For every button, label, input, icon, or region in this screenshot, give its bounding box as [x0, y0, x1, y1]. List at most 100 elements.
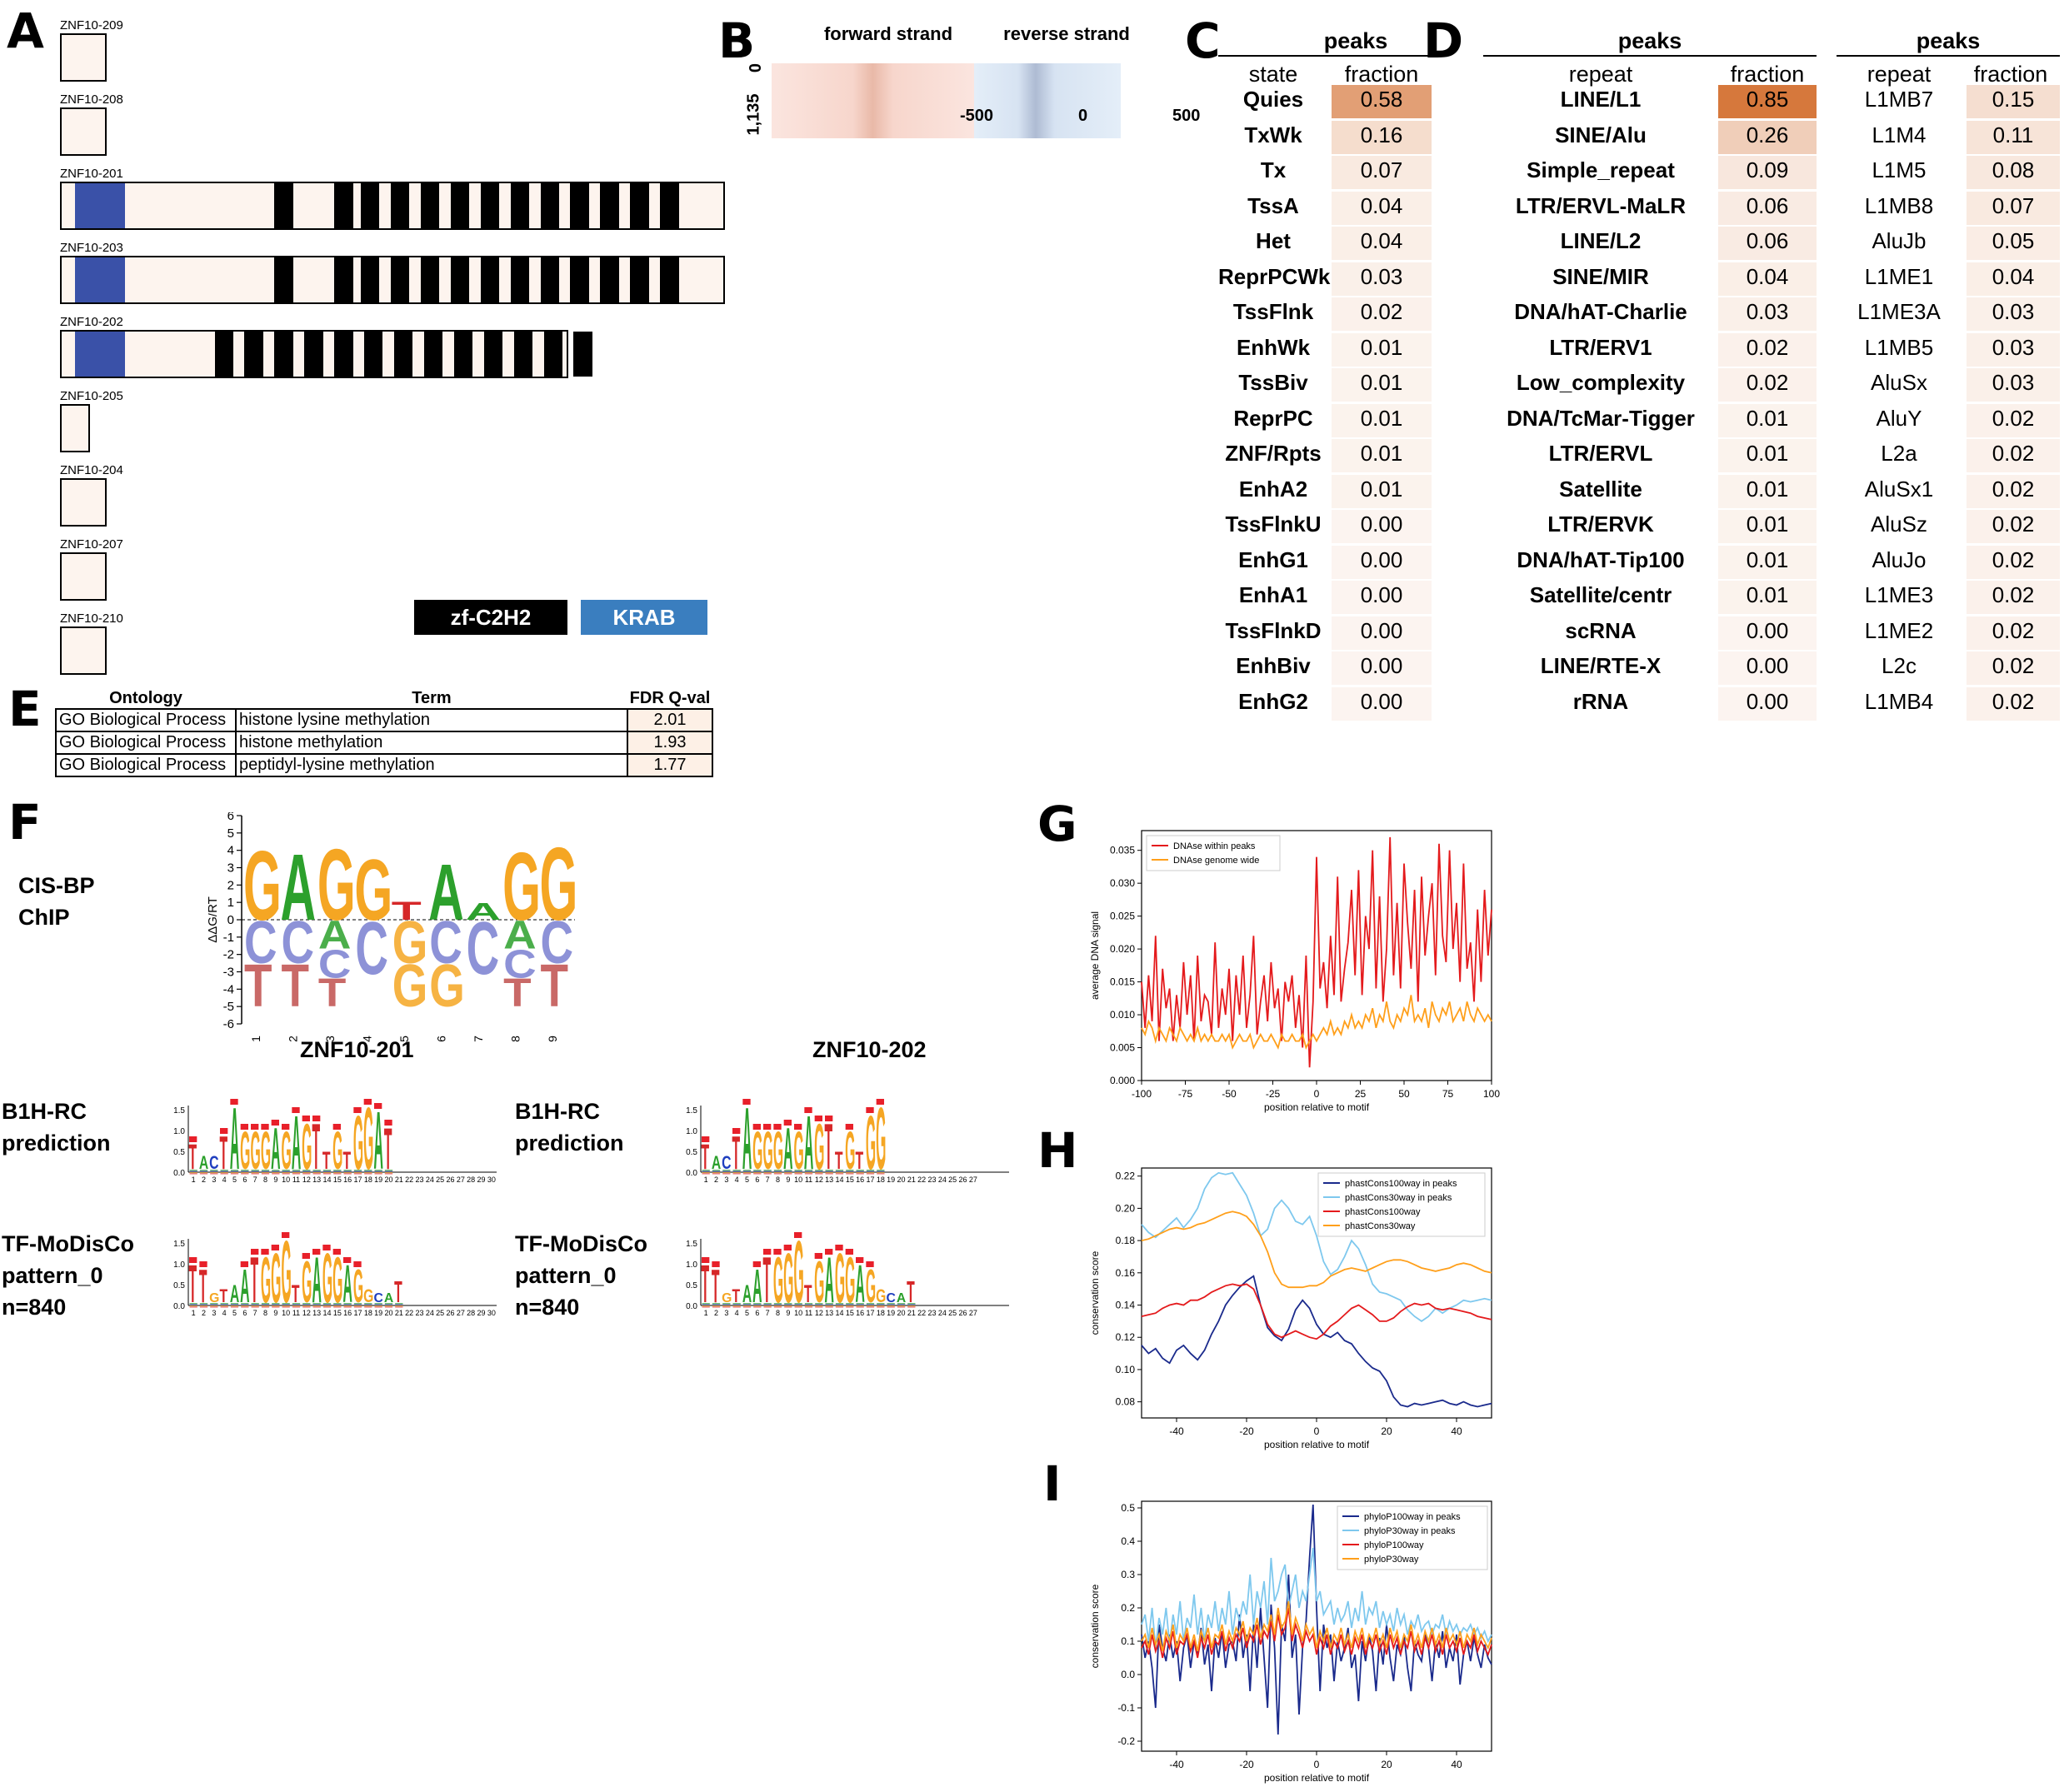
x-tick-label: 50	[1398, 1088, 1410, 1100]
logo-letter: G	[251, 1121, 261, 1180]
logo-x-tick: 7	[253, 1309, 257, 1317]
plot-area	[1141, 1500, 1492, 1752]
panel-d-repeat-tables: peaks peaks repeat fraction repeat fract…	[1483, 25, 2067, 733]
zf-domain	[304, 332, 323, 377]
logo-letter: G	[876, 1287, 886, 1307]
logo-x-tick: 26	[958, 1176, 967, 1184]
d-fraction-bg	[1967, 227, 2060, 260]
logo-x-tick: 20	[384, 1309, 392, 1317]
c-fraction-bg	[1332, 439, 1432, 472]
logo-letter: A	[712, 1154, 721, 1174]
logo-marker	[240, 1261, 248, 1267]
cisbp-top-letter: A	[428, 847, 464, 936]
d-repeat-cell: Low_complexity	[1516, 370, 1686, 395]
f-tfm-label-left: TF-MoDisCo pattern_0 n=840	[2, 1228, 134, 1323]
cisbp-top-letter: G	[317, 830, 356, 942]
d-fraction-cell: 0.03	[1992, 334, 2035, 360]
series-line-3	[1141, 1283, 1492, 1340]
logo-letter: T	[322, 1147, 331, 1174]
cisbp-bottom-letter: G	[392, 909, 428, 976]
logo-x-tick: 7	[766, 1309, 770, 1317]
x-axis-label: position relative to motif	[1264, 1101, 1370, 1113]
logo-marker	[230, 1099, 238, 1105]
c-fraction-cell: 0.00	[1360, 688, 1403, 714]
logo-x-tick: 22	[917, 1309, 926, 1317]
c-fraction-bg	[1332, 297, 1432, 331]
legend-box	[1146, 835, 1281, 871]
series-line-2	[1141, 1171, 1492, 1322]
logo-marker	[835, 1245, 843, 1250]
logo-letter: G	[814, 1110, 824, 1182]
d-fraction-cell: 0.00	[1746, 617, 1789, 643]
logo-x-tick: 3	[212, 1309, 216, 1317]
logo-letter: G	[876, 1090, 886, 1187]
logo-y-tick: 1.0	[686, 1260, 697, 1270]
d-fraction-cell: 0.06	[1746, 192, 1789, 218]
d-fraction-bg	[1967, 262, 2060, 296]
d-fraction-cell: 0.06	[1746, 228, 1789, 253]
logo-x-tick: 22	[917, 1176, 926, 1184]
d-fraction-bg	[1967, 581, 2060, 614]
logo-letter: G	[363, 1287, 373, 1307]
transcript-label: ZNF10-203	[60, 241, 123, 255]
c-fraction-cell: 0.01	[1360, 334, 1403, 360]
logo-x-tick: 8	[263, 1176, 267, 1184]
c-fraction-cell: 0.00	[1360, 582, 1403, 607]
zf-domain	[570, 257, 589, 302]
d-col-repeat-left: repeat	[1568, 62, 1633, 87]
d-subfamily-cell: L1ME3	[1864, 582, 1934, 607]
transcript-bar	[60, 256, 725, 304]
c-fraction-bg	[1332, 616, 1432, 650]
logo-marker	[261, 1124, 269, 1130]
d-fraction-cell: 0.02	[1992, 547, 2035, 572]
logo-letter: G	[763, 1121, 773, 1180]
transcript-label: ZNF10-201	[60, 167, 123, 181]
y-tick-label: 0.025	[1110, 911, 1135, 922]
x-tick-label: 20	[1381, 1425, 1392, 1437]
logo-x-tick: 27	[969, 1309, 977, 1317]
logo-marker	[742, 1099, 751, 1105]
c-state-cell: EnhA1	[1238, 582, 1308, 607]
logo-marker	[825, 1249, 833, 1255]
d-fraction-cell: 0.26	[1746, 122, 1789, 147]
logo-x-tick: 25	[948, 1309, 957, 1317]
logo-x-tick: 26	[446, 1176, 454, 1184]
logo-x-tick: 26	[446, 1309, 454, 1317]
d-col-fraction-left: fraction	[1730, 62, 1805, 87]
logo-y-tick: 0.0	[686, 1169, 697, 1178]
d-repeat-cell: LINE/L1	[1560, 87, 1642, 112]
d-fraction-cell: 0.03	[1992, 299, 2035, 324]
logo-letter: G	[722, 1291, 732, 1305]
y-axis-label: conservation score	[1089, 1584, 1101, 1668]
logo-x-tick: 6	[755, 1176, 759, 1184]
d-fraction-cell: 0.02	[1992, 688, 2035, 714]
d-fraction-bg	[1718, 227, 1817, 260]
x-tick-label: -25	[1266, 1088, 1281, 1100]
d-subfamily-cell: AluY	[1876, 405, 1922, 431]
logo-y-tick: 0.5	[686, 1148, 697, 1157]
c-fraction-bg	[1332, 686, 1432, 721]
cisbp-bottom-letter: A	[503, 912, 537, 957]
d-fraction-cell: 0.02	[1992, 582, 2035, 607]
c-fraction-cell: 0.01	[1360, 370, 1403, 395]
logo-letter: G	[845, 1121, 855, 1180]
f-tfm-label-right: TF-MoDisCo pattern_0 n=840	[515, 1228, 647, 1323]
logo-x-tick: 9	[273, 1309, 277, 1317]
logo-x-tick: 2	[714, 1176, 718, 1184]
c-state-cell: Tx	[1260, 157, 1287, 182]
logo-marker	[712, 1261, 720, 1267]
d-fraction-cell: 0.02	[1992, 512, 2035, 537]
d-repeat-cell: Satellite	[1559, 476, 1642, 502]
logo-marker	[773, 1249, 782, 1255]
logo-x-tick: 7	[253, 1176, 257, 1184]
x-axis-label: position relative to motif	[1264, 1772, 1370, 1784]
logo-x-tick: 13	[312, 1309, 321, 1317]
b-x-tick-2: 0	[1078, 107, 1088, 125]
series-line-2	[1141, 995, 1492, 1050]
logo-x-tick: 2	[202, 1309, 206, 1317]
c-state-cell: ReprPCWk	[1218, 263, 1331, 289]
logo-x-tick: 21	[907, 1176, 916, 1184]
d-fraction-cell: 0.02	[1992, 617, 2035, 643]
x-tick-label: 75	[1442, 1088, 1454, 1100]
logo-x-tick: 17	[866, 1176, 874, 1184]
